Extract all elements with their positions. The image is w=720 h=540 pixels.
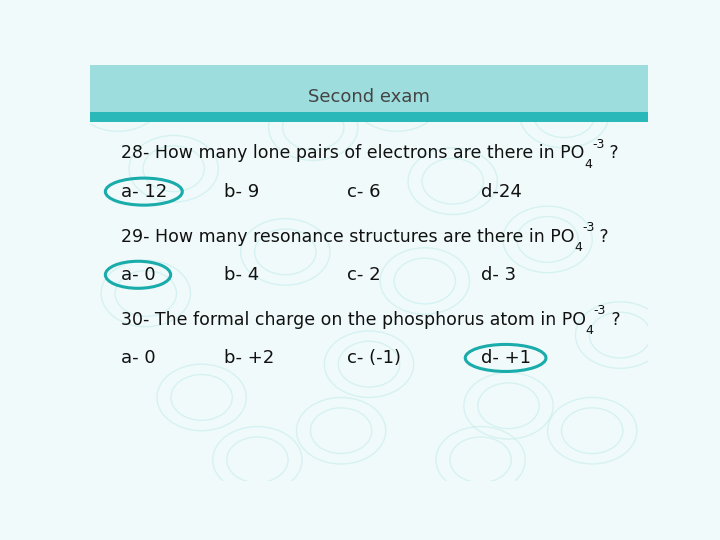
FancyBboxPatch shape	[90, 65, 648, 117]
Text: 30- The formal charge on the phosphorus atom in PO: 30- The formal charge on the phosphorus …	[121, 310, 585, 329]
Text: 4: 4	[584, 158, 592, 171]
Text: d- 3: d- 3	[481, 266, 516, 284]
Text: Second exam: Second exam	[308, 88, 430, 106]
Text: b- 4: b- 4	[224, 266, 259, 284]
Text: 4: 4	[585, 324, 593, 337]
Text: -3: -3	[582, 221, 595, 234]
Text: c- (-1): c- (-1)	[347, 349, 400, 367]
Text: a- 0: a- 0	[121, 266, 156, 284]
Text: d- +1: d- +1	[481, 349, 531, 367]
Text: b- 9: b- 9	[224, 183, 259, 201]
Text: ?: ?	[595, 227, 609, 246]
Text: c- 2: c- 2	[347, 266, 380, 284]
Text: ?: ?	[606, 310, 621, 329]
Text: 29- How many resonance structures are there in PO: 29- How many resonance structures are th…	[121, 227, 574, 246]
Text: 28- How many lone pairs of electrons are there in PO: 28- How many lone pairs of electrons are…	[121, 144, 584, 163]
Text: 4: 4	[574, 241, 582, 254]
FancyBboxPatch shape	[90, 112, 648, 122]
Text: d-24: d-24	[481, 183, 521, 201]
Text: a- 12: a- 12	[121, 183, 167, 201]
Text: ?: ?	[604, 144, 619, 163]
Text: a- 0: a- 0	[121, 349, 156, 367]
Text: -3: -3	[592, 138, 604, 151]
Text: b- +2: b- +2	[224, 349, 274, 367]
Text: -3: -3	[593, 304, 606, 318]
Text: c- 6: c- 6	[347, 183, 380, 201]
